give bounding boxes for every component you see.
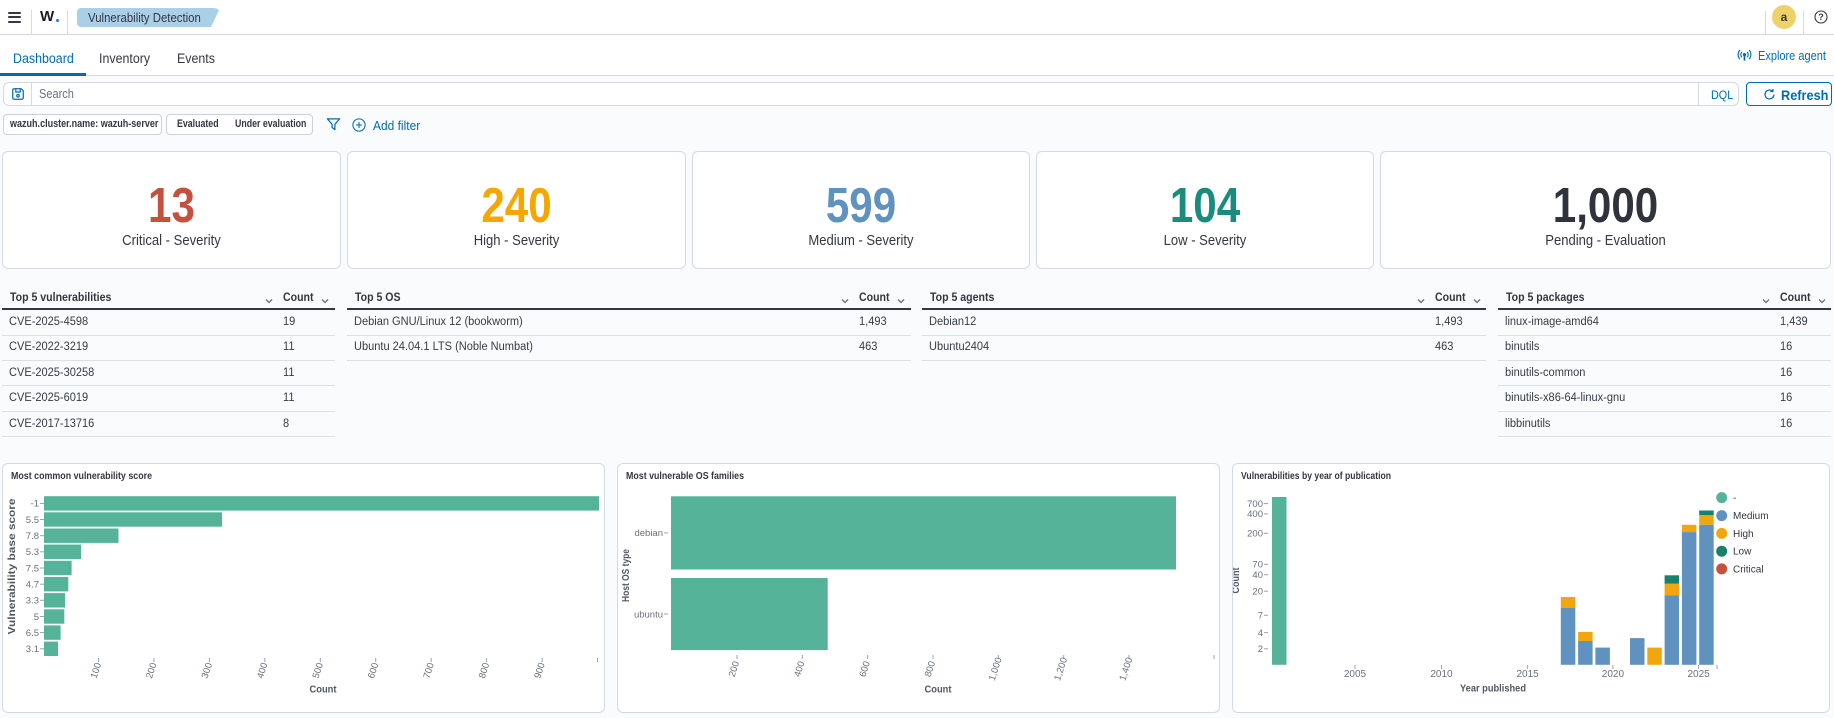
svg-text:ubuntu: ubuntu [634,609,663,620]
svg-text:1,000: 1,000 [987,656,1005,682]
svg-text:800: 800 [477,661,492,679]
svg-text:Count: Count [310,684,337,696]
svg-text:1,400: 1,400 [1118,656,1136,682]
svg-text:-: - [1733,493,1736,504]
svg-text:7: 7 [1258,611,1263,622]
svg-text:Count: Count [1233,567,1242,593]
svg-text:4: 4 [1258,628,1263,639]
svg-text:2: 2 [1258,644,1263,655]
svg-text:300: 300 [200,661,215,679]
svg-text:?: ? [1818,12,1824,22]
svg-text:2005: 2005 [1344,669,1367,680]
svg-text:400: 400 [255,661,270,679]
svg-text:600: 600 [857,660,872,678]
svg-text:900: 900 [532,661,547,679]
svg-text:Year published: Year published [1460,683,1526,695]
svg-text:Most common vulnerability scor: Most common vulnerability score [11,470,152,482]
svg-text:Most vulnerable OS families: Most vulnerable OS families [626,470,744,482]
svg-text:5: 5 [34,612,39,623]
svg-text:Vulnerability base score: Vulnerability base score [6,498,18,634]
svg-text:700: 700 [421,661,436,679]
svg-text:2010: 2010 [1430,669,1453,680]
svg-text:7.8: 7.8 [26,531,39,542]
svg-text:debian: debian [634,528,663,539]
svg-text:200: 200 [144,661,159,679]
svg-text:2015: 2015 [1516,669,1539,680]
svg-text:600: 600 [366,661,381,679]
svg-text:3.3: 3.3 [26,596,39,607]
svg-text:-1: -1 [31,499,39,510]
svg-text:Critical: Critical [1733,564,1764,575]
svg-text:Low: Low [1733,547,1752,558]
svg-text:2020: 2020 [1602,669,1625,680]
svg-text:20: 20 [1252,587,1263,598]
svg-text:100: 100 [89,661,104,679]
svg-text:800: 800 [923,660,938,678]
svg-text:6.5: 6.5 [26,628,39,639]
svg-text:400: 400 [792,660,807,678]
svg-text:4.7: 4.7 [26,580,39,591]
svg-text:200: 200 [1247,529,1263,540]
svg-text:7.5: 7.5 [26,563,39,574]
svg-text:40: 40 [1252,570,1263,581]
svg-text:200: 200 [727,660,742,678]
svg-text:400: 400 [1247,509,1263,520]
svg-text:High: High [1733,529,1754,540]
svg-text:700: 700 [1247,499,1263,510]
svg-text:2025: 2025 [1687,669,1710,680]
svg-text:3.1: 3.1 [26,644,39,655]
svg-text:5.5: 5.5 [26,515,39,526]
svg-text:Count: Count [925,684,952,696]
svg-text:Host OS type: Host OS type [620,549,632,602]
svg-text:1,200: 1,200 [1052,656,1070,682]
svg-text:Medium: Medium [1733,511,1769,522]
svg-text:5.3: 5.3 [26,547,39,558]
svg-text:500: 500 [311,661,326,679]
svg-text:70: 70 [1252,560,1263,571]
svg-text:Vulnerabilities by year of pub: Vulnerabilities by year of publication [1241,470,1391,482]
